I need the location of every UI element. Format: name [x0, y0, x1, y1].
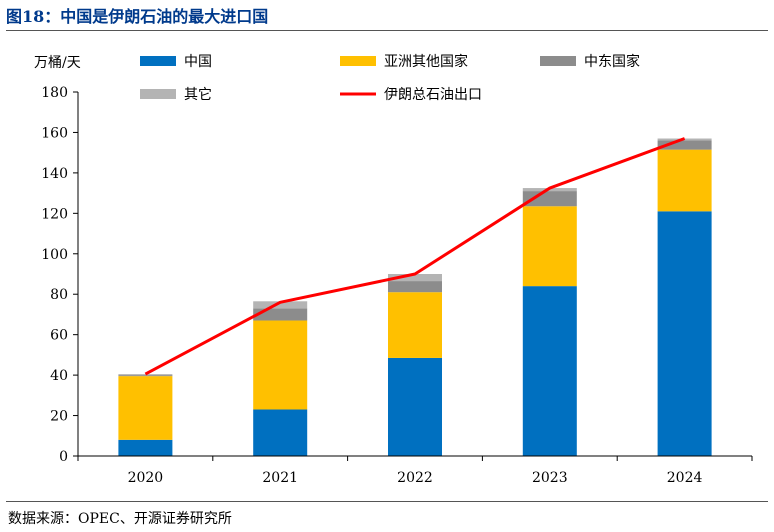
bar-segment — [388, 274, 442, 282]
y-tick-label: 20 — [50, 409, 68, 425]
legend-label: 伊朗总石油出口 — [384, 87, 482, 103]
bar-segment — [118, 374, 173, 376]
legend-swatch — [140, 56, 176, 66]
bar-segment — [522, 286, 577, 456]
bar-segment — [657, 140, 712, 150]
axes: 0 20 40 60 80 100 120 140 160 180 2020 2021 2022 2023… — [41, 85, 753, 486]
legend-label: 中国 — [184, 54, 212, 70]
bar-segment — [118, 439, 173, 456]
bar-segment — [253, 320, 308, 410]
bar-segment — [657, 211, 712, 456]
bars — [118, 138, 712, 456]
x-tick-label: 2021 — [262, 470, 298, 486]
x-tick-label: 2024 — [667, 470, 703, 486]
x-tick-label: 2020 — [128, 470, 164, 486]
y-tick-label: 120 — [41, 206, 68, 222]
bar-segment — [522, 191, 577, 207]
bar-segment — [118, 376, 173, 440]
y-tick-label: 0 — [59, 449, 68, 465]
y-tick-label: 40 — [50, 368, 68, 384]
bar-segment — [253, 301, 308, 309]
bar-segment — [253, 409, 308, 456]
footer-divider — [6, 501, 768, 502]
legend-label: 亚洲其他国家 — [384, 53, 468, 70]
legend-swatch — [140, 89, 176, 99]
legend-swatch — [340, 56, 376, 66]
bar-segment — [388, 357, 442, 456]
legend-label: 中东国家 — [584, 53, 640, 70]
export-line — [144, 137, 686, 376]
y-tick-label: 80 — [50, 287, 68, 303]
y-tick-label: 140 — [41, 166, 68, 182]
x-tick-label: 2022 — [397, 470, 433, 486]
x-tick-label: 2023 — [532, 470, 568, 486]
bar-segment — [118, 375, 173, 377]
y-tick-label: 100 — [41, 247, 68, 263]
export-line-layer — [144, 137, 686, 376]
y-tick-label: 60 — [50, 328, 68, 344]
bar-segment — [657, 149, 712, 212]
y-tick-label: 160 — [41, 125, 68, 141]
bar-segment — [522, 206, 577, 287]
y-axis-label: 万桶/天 — [34, 55, 81, 71]
figure-title: 图18：中国是伊朗石油的最大进口国 — [6, 7, 269, 26]
bar-segment — [388, 292, 442, 358]
title-divider — [6, 30, 768, 31]
legend-swatch — [540, 56, 576, 66]
bar-segment — [388, 281, 442, 293]
bar-segment — [253, 308, 308, 321]
source-note: 数据来源：OPEC、开源证券研究所 — [8, 511, 232, 527]
y-tick-label: 180 — [41, 85, 68, 101]
legend-label: 其它 — [184, 86, 212, 103]
